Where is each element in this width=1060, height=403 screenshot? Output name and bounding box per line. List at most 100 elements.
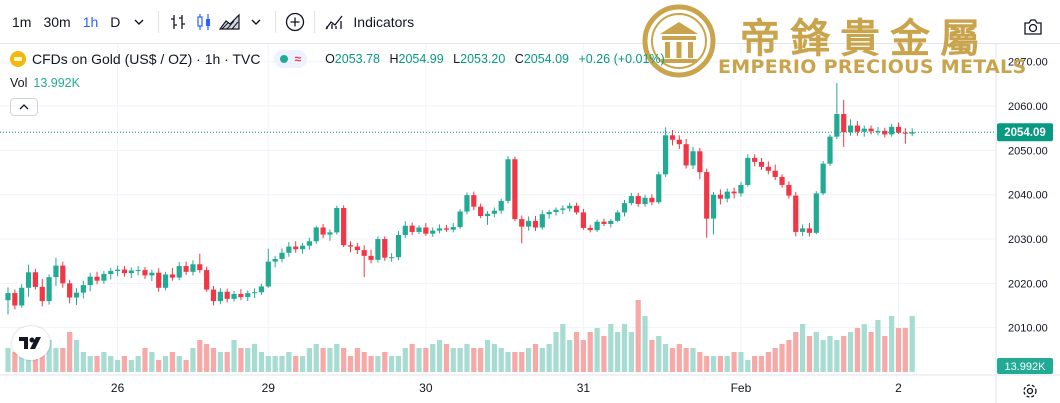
chart-type-dropdown-chevron-icon[interactable] [243,7,269,37]
volume-bar [334,344,340,372]
tradingview-logo[interactable] [12,326,50,360]
interval-d[interactable]: D [110,13,121,30]
candle-body [286,246,292,253]
camera-snapshot-icon[interactable] [1020,12,1046,42]
volume-bar [608,324,614,372]
market-status-badge[interactable]: ≈ [274,50,308,68]
volume-bar [464,344,470,372]
toolbar-divider [158,10,160,33]
logo-chinese-name: 帝鋒貴金屬 [740,15,990,62]
candle-body [142,270,148,276]
candle-body [395,235,402,258]
candle-body [210,289,217,302]
volume-bar [46,340,52,372]
volume-bar [293,356,299,372]
interval-1m[interactable]: 1m [12,13,32,30]
symbol-title[interactable]: CFDs on Gold (US$ / OZ) · 1h · TVC [32,51,261,67]
area-chart-type-icon[interactable] [217,7,243,37]
volume-bar [382,352,388,372]
volume-bar [347,356,354,372]
candle-body [560,208,566,210]
volume-bar [854,328,860,372]
volume-bar [204,344,210,372]
candle-body [745,157,751,185]
volume-bar [450,348,456,372]
candle-body [430,230,436,234]
candle-body [841,114,847,133]
volume-bar [697,352,703,372]
candle-body [484,213,491,216]
bar-chart-type-icon[interactable] [165,7,191,37]
volume-bar [491,344,497,372]
volume-bar [169,352,175,372]
volume-bar [745,360,751,372]
volume-label: Vol [10,76,28,90]
volume-bar [224,352,230,372]
candle-body [87,276,93,286]
volume-bar [327,348,333,372]
candle-body [121,269,128,274]
volume-bar [731,352,737,372]
candle-body [19,287,25,306]
volume-bar [108,356,114,372]
volume-bar [156,360,162,372]
candle-body [313,227,319,242]
logo-english-name: EMPERIO PRECIOUS METALS [718,56,1027,78]
volume-bar [265,356,271,372]
legend-collapse-button[interactable] [10,98,38,116]
candle-body [25,272,32,288]
chart-settings-gear-icon[interactable] [1022,383,1038,403]
volume-bar [532,344,539,372]
volume-bar [409,344,415,372]
volume-bar [683,348,689,372]
volume-bar [306,348,312,372]
volume-bar [12,352,18,372]
volume-bar [443,344,449,372]
candle-body [553,209,559,212]
volume-bar [436,340,443,372]
volume-bar [210,348,217,372]
interval-30m[interactable]: 30m [43,13,71,30]
indicators-button[interactable]: Indicators [353,13,415,30]
indicators-icon[interactable] [321,7,347,37]
candle-body [834,114,840,137]
candle-body [67,283,73,298]
candle-body [786,184,792,196]
candle-body [690,151,696,166]
interval-1h[interactable]: 1h [82,13,99,30]
volume-bar [101,352,107,372]
volume-bar [231,340,237,372]
candle-body [436,228,443,231]
volume-bar [320,348,326,372]
candle-body [39,286,45,302]
volume-bar [197,340,203,372]
price-tick-label: 2040.00 [1008,190,1048,202]
volume-bar [505,352,511,372]
candle-body [258,286,265,293]
volume-bar [738,352,744,372]
volume-bar [594,328,600,372]
volume-value: 13.992K [33,76,80,90]
candle-body [526,220,532,227]
candles-chart-type-icon[interactable] [191,7,217,37]
volume-bar [457,348,463,372]
candle-body [868,128,874,132]
candle-body [601,221,607,224]
top-toolbar: 1m 30m 1h D Indicators [0,0,1060,44]
price-tick-label: 2010.00 [1008,323,1048,335]
candle-body [765,166,771,171]
candle-body [491,210,497,214]
volume-bar [286,352,292,372]
compare-plus-icon[interactable] [282,7,308,37]
candle-body [752,157,758,162]
candle-body [382,239,388,258]
volume-bar [183,360,189,372]
gold-coin-icon [10,51,26,67]
candle-body [73,292,80,298]
candle-body [443,228,449,230]
last-price-badge [997,123,1053,142]
interval-dropdown-chevron-icon[interactable] [126,7,152,37]
emperio-logo: 帝鋒貴金屬 EMPERIO PRECIOUS METALS [640,2,1060,82]
volume-bar [820,340,826,372]
